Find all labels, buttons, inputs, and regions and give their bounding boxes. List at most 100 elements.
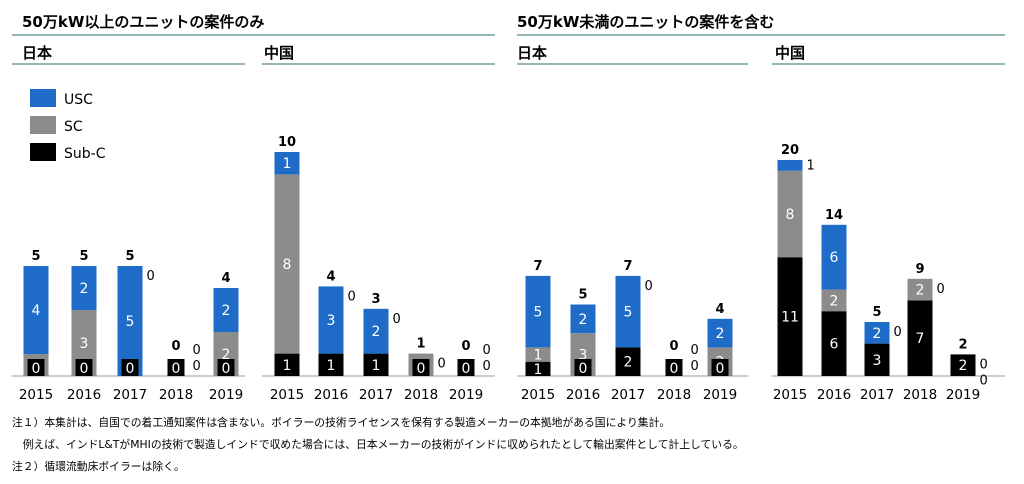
total-label: 7 (533, 259, 542, 274)
panel-title: 中国 (264, 44, 294, 62)
data-label: 0 (579, 361, 588, 377)
zero-marker (121, 359, 139, 376)
total-label: 5 (872, 305, 881, 320)
bar-segment-usc (363, 308, 389, 354)
bar-segment-sc (777, 170, 803, 258)
data-label: 2 (916, 283, 925, 299)
x-tick-label: 2017 (359, 387, 393, 403)
bar-segment-sub-c (318, 353, 344, 376)
zero-marker (27, 359, 45, 376)
data-label: 0 (417, 361, 426, 377)
data-label: 0 (147, 269, 155, 284)
legend-label-sc: SC (64, 119, 83, 135)
bar-segment-sub-c (821, 311, 847, 376)
data-label: 1 (327, 358, 336, 374)
bar-segment-sub-c (864, 343, 890, 376)
x-tick-label: 2018 (903, 387, 937, 403)
bar-segment-usc (274, 152, 300, 175)
bar-segment-sub-c (274, 353, 300, 376)
data-label: 3 (80, 336, 89, 352)
x-tick-label: 2019 (946, 387, 980, 403)
total-label: 0 (669, 339, 678, 354)
data-label: 0 (716, 361, 725, 377)
data-label: 2 (830, 293, 839, 309)
data-label: 0 (222, 361, 231, 377)
bar-segment-sub-c (950, 354, 976, 376)
total-label: 5 (31, 249, 40, 264)
data-label: 0 (348, 289, 356, 304)
note-1: 注１）本集計は、自国での着工通知案件は含まない。ボイラーの技術ライセンスを保有す… (12, 416, 671, 429)
zero-marker (75, 359, 93, 376)
bar-segment-usc (864, 322, 890, 344)
total-label: 4 (715, 302, 724, 317)
data-label: 0 (894, 325, 902, 340)
x-tick-label: 2015 (521, 387, 555, 403)
data-label: 8 (283, 257, 292, 273)
total-label: 14 (825, 208, 843, 223)
note-2: 注２）循環流動床ボイラーは除く。 (12, 460, 185, 473)
data-label: 0 (438, 357, 446, 372)
bar-segment-sc (525, 347, 551, 362)
data-label: 0 (462, 361, 471, 377)
panel-china-large: 中国18110201513042016120320171001201800002… (262, 44, 495, 403)
bar-segment-usc (525, 275, 551, 348)
bar-segment-usc (117, 266, 143, 376)
data-label: 1 (807, 158, 815, 173)
bar-segment-usc (570, 304, 596, 334)
data-label: 0 (32, 361, 41, 377)
data-label: 0 (172, 361, 181, 377)
data-label: 5 (534, 305, 543, 321)
x-tick-label: 2015 (773, 387, 807, 403)
data-label: 2 (624, 355, 633, 371)
data-label: 2 (873, 326, 882, 342)
x-tick-label: 2017 (860, 387, 894, 403)
data-label: 0 (126, 361, 135, 377)
bar-segment-sub-c (777, 257, 803, 376)
x-tick-label: 2019 (449, 387, 483, 403)
legend: USC SC Sub-C (30, 89, 106, 162)
total-label: 0 (171, 339, 180, 354)
data-label: 0 (691, 343, 699, 358)
bar-segment-usc (213, 288, 239, 332)
total-label: 3 (371, 292, 380, 307)
x-tick-label: 2016 (566, 387, 600, 403)
x-tick-label: 2018 (159, 387, 193, 403)
bar-segment-usc (707, 318, 733, 348)
data-label: 2 (80, 281, 89, 297)
data-label: 0 (937, 282, 945, 297)
bar-segment-usc (23, 266, 49, 354)
legend-swatch-usc (30, 89, 56, 107)
bar-segment-usc (71, 266, 97, 310)
section-title-large-units: 50万kW以上のユニットの案件のみ (22, 13, 264, 31)
data-label: 2 (222, 303, 231, 319)
data-label: 6 (830, 337, 839, 353)
data-label: 3 (579, 348, 588, 364)
zero-marker (217, 359, 235, 376)
panel-title: 中国 (775, 44, 805, 62)
data-label: 4 (32, 303, 41, 319)
bar-segment-usc (615, 275, 641, 348)
total-label: 5 (578, 288, 587, 303)
data-label: 0 (980, 373, 988, 388)
x-tick-label: 2019 (209, 387, 243, 403)
bar-segment-usc (777, 160, 803, 171)
data-label: 1 (283, 156, 292, 172)
data-label: 2 (372, 324, 381, 340)
panel-japan-large: 日本14052015320520165005201700002018220420… (12, 44, 245, 403)
data-label: 1 (534, 348, 543, 364)
data-label: 0 (645, 279, 653, 294)
bar-segment-sc (821, 289, 847, 312)
legend-swatch-sc (30, 116, 56, 134)
x-tick-label: 2018 (657, 387, 691, 403)
section-title-including-small-units: 50万kW未満のユニットの案件を含む (517, 13, 774, 31)
x-tick-label: 2016 (67, 387, 101, 403)
x-tick-label: 2016 (817, 387, 851, 403)
zero-marker (574, 359, 592, 376)
data-label: 1 (534, 362, 543, 378)
zero-marker (167, 359, 185, 376)
x-tick-label: 2015 (19, 387, 53, 403)
data-label: 0 (193, 343, 201, 358)
bar-segment-sub-c (363, 353, 389, 376)
x-tick-label: 2017 (611, 387, 645, 403)
legend-label-usc: USC (64, 92, 93, 108)
